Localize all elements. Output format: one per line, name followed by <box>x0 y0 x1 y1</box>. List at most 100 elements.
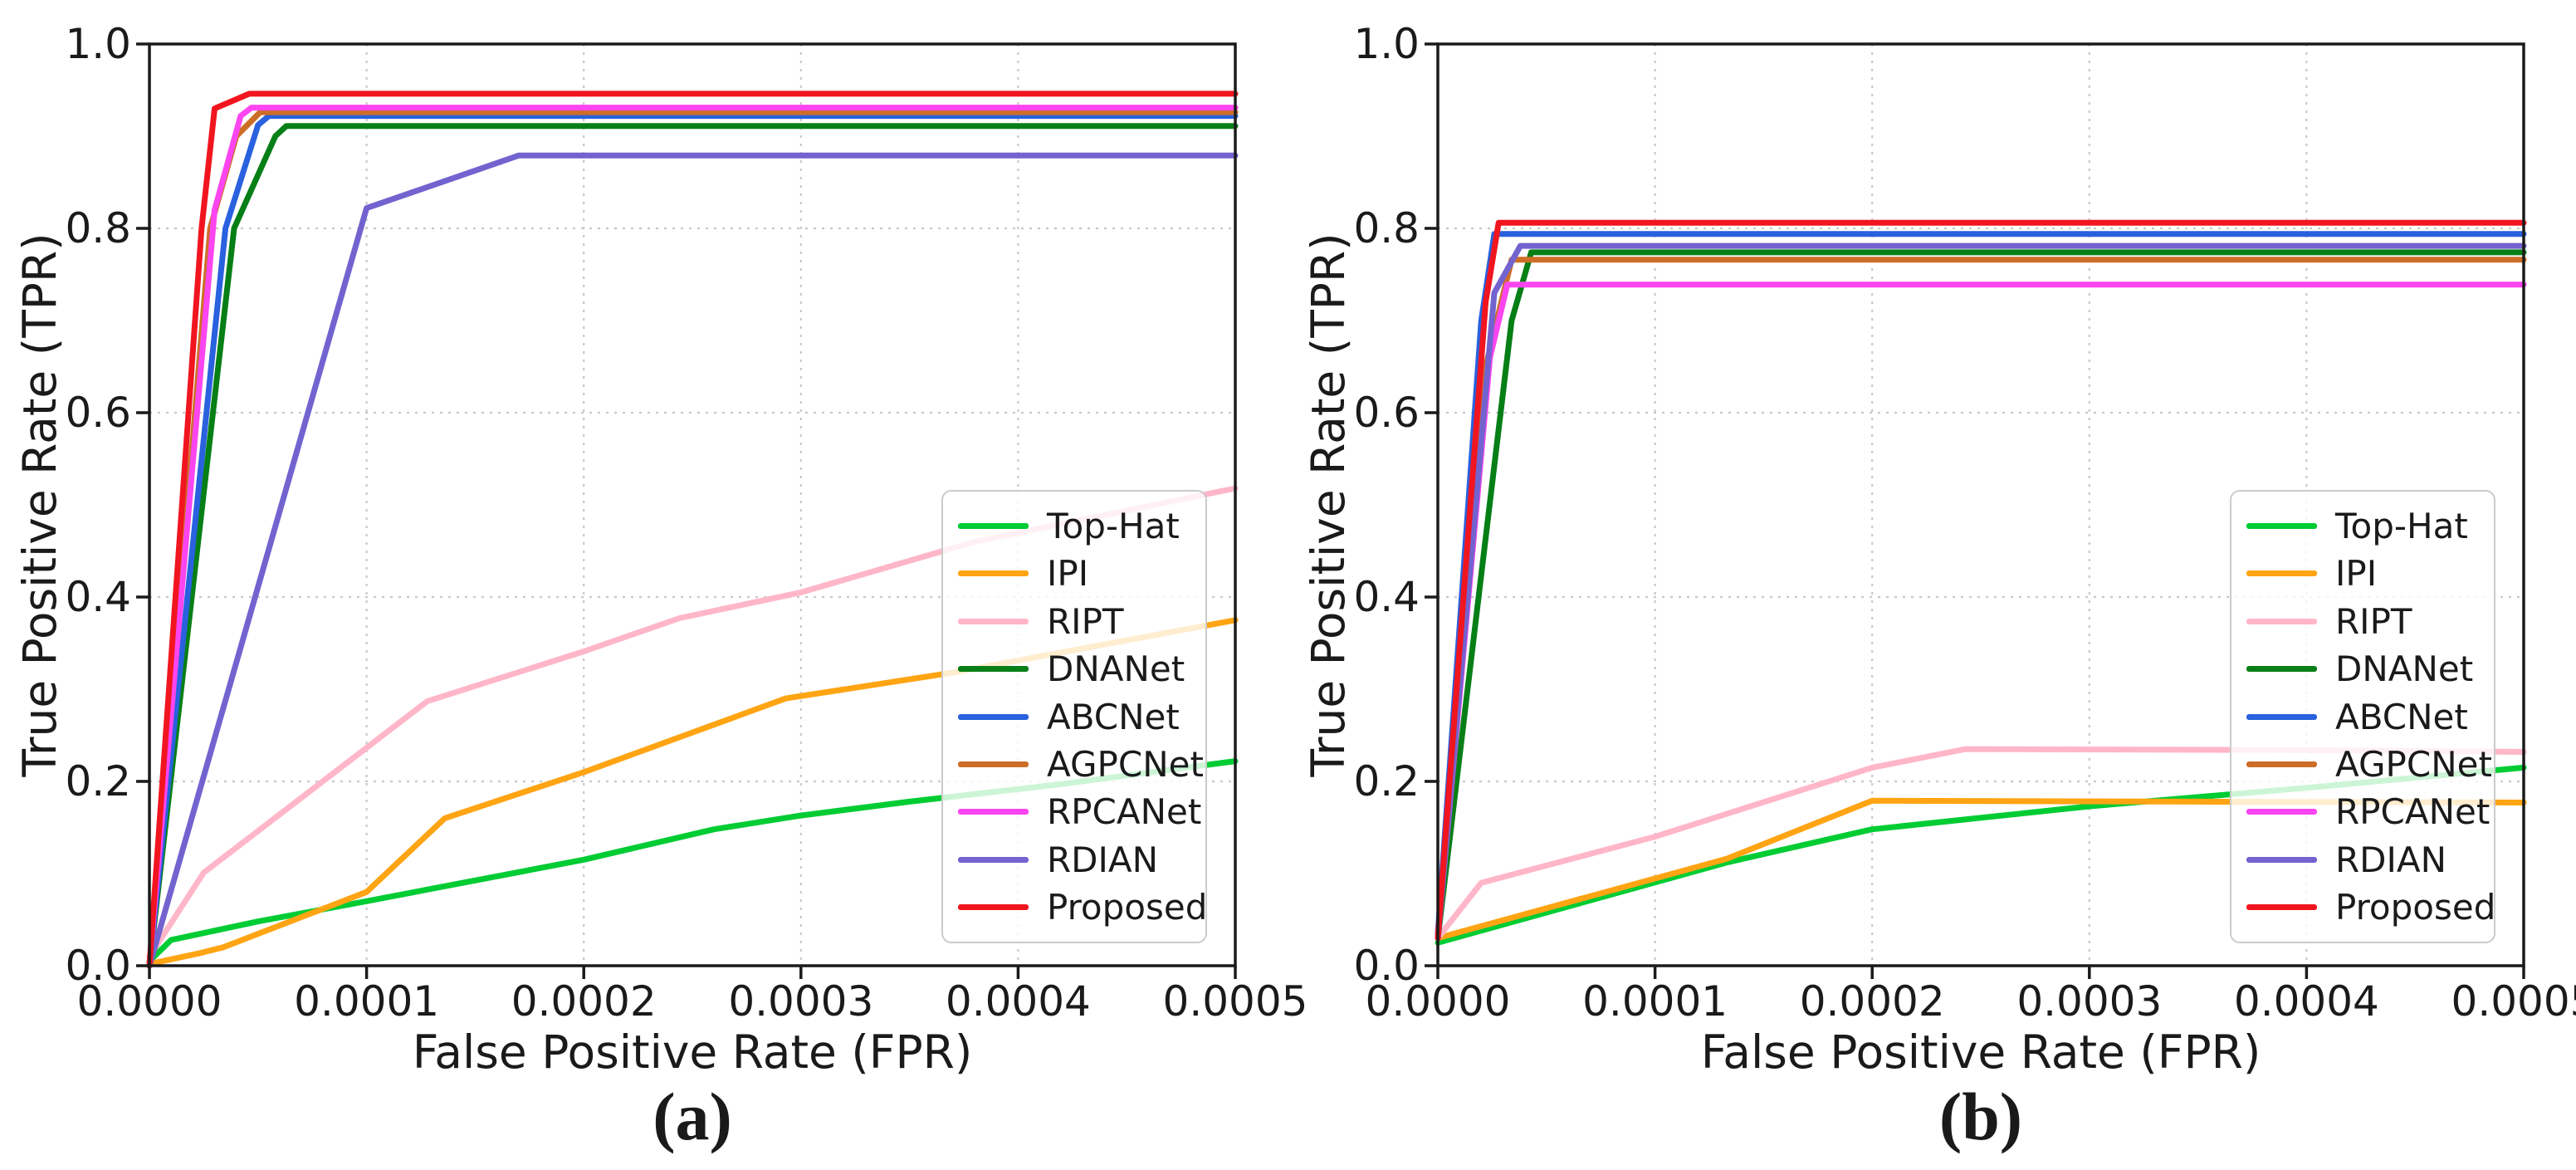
legend-item-top-hat: Top-Hat <box>958 502 1190 550</box>
x-tick-label: 0.0004 <box>2233 977 2379 1026</box>
legend-item-agpcnet: AGPCNet <box>958 741 1204 788</box>
legend-swatch-dnanet <box>2246 666 2317 673</box>
legend: Top-Hat IPI RIPT DNANet ABCNet AGPCNet RPCANet… <box>2230 490 2495 943</box>
chart-panel-b: True Positive Rate (TPR) False Positive … <box>1288 0 2576 1170</box>
series-line-proposed <box>146 91 1239 969</box>
series-line-rdian <box>146 152 1239 969</box>
legend-label: RPCANet <box>2335 791 2490 833</box>
x-axis-label: False Positive Rate (FPR) <box>412 1026 973 1079</box>
legend-swatch-dnanet <box>958 666 1029 673</box>
y-tick-label: 0.6 <box>65 389 131 437</box>
x-tick-label: 0.0000 <box>1365 977 1511 1026</box>
subplot-caption-b: (b) <box>1938 1079 2023 1154</box>
legend-swatch-abcnet <box>2246 713 2317 720</box>
x-tick-label: 0.0002 <box>511 977 657 1026</box>
legend-label: Proposed <box>2335 887 2496 928</box>
legend-item-dnanet: DNANet <box>2246 645 2479 693</box>
series-line-rdian <box>1435 242 2527 942</box>
legend-item-ript: RIPT <box>958 598 1190 645</box>
x-tick-label: 0.0003 <box>728 977 874 1026</box>
legend-label: Top-Hat <box>1047 506 1180 546</box>
legend-item-proposed: Proposed <box>2246 884 2495 931</box>
y-tick-label: 0.4 <box>65 573 131 621</box>
legend-label: ABCNet <box>2335 696 2468 737</box>
legend-swatch-agpcnet <box>2246 761 2317 767</box>
legend-label: RIPT <box>1047 600 1124 642</box>
x-tick-label: 0.0000 <box>76 977 222 1026</box>
legend-swatch-top-hat <box>2246 523 2317 529</box>
x-tick-label: 0.0001 <box>294 977 440 1026</box>
legend-item-ript: RIPT <box>2246 598 2479 645</box>
legend-label: Proposed <box>1047 887 1208 928</box>
legend-item-proposed: Proposed <box>958 884 1207 931</box>
x-axis-label: False Positive Rate (FPR) <box>1700 1026 2261 1079</box>
legend-label: IPI <box>1047 553 1089 595</box>
legend-swatch-proposed <box>958 904 1029 910</box>
y-tick-label: 0.4 <box>1353 573 1420 621</box>
legend: Top-Hat IPI RIPT DNANet ABCNet AGPCNet RPCANet… <box>941 490 1207 943</box>
legend-item-ipi: IPI <box>2246 550 2479 597</box>
legend-swatch-proposed <box>2246 904 2317 910</box>
legend-swatch-rdian <box>2246 856 2317 863</box>
x-tick-label: 0.0005 <box>2451 977 2576 1026</box>
x-tick-label: 0.0003 <box>2016 977 2163 1026</box>
series-line-abcnet <box>146 113 1239 969</box>
legend-swatch-ipi <box>958 570 1029 577</box>
series-line-proposed <box>1435 219 2527 942</box>
legend-item-dnanet: DNANet <box>958 645 1190 693</box>
legend-swatch-top-hat <box>958 523 1029 529</box>
legend-swatch-rpcanet <box>2246 809 2317 815</box>
legend-swatch-ipi <box>2246 570 2317 577</box>
y-tick-label: 0.8 <box>1353 204 1420 252</box>
legend-label: DNANet <box>1047 649 1185 690</box>
axis-ticks <box>1425 42 2525 979</box>
y-tick-label: 0.0 <box>1353 942 1420 990</box>
y-tick-label: 1.0 <box>1353 20 1420 68</box>
legend-label: AGPCNet <box>2335 743 2492 785</box>
legend-swatch-rdian <box>958 856 1029 863</box>
legend-item-top-hat: Top-Hat <box>2246 502 2479 550</box>
legend-item-rdian: RDIAN <box>958 836 1190 884</box>
legend-label: RIPT <box>2335 600 2412 642</box>
legend-item-ipi: IPI <box>958 550 1190 597</box>
chart-panel-a: True Positive Rate (TPR) False Positive … <box>13 20 1308 1154</box>
legend-swatch-abcnet <box>958 713 1029 720</box>
legend-label: RDIAN <box>2335 839 2447 880</box>
y-tick-label: 0.8 <box>65 204 131 252</box>
legend-swatch-agpcnet <box>958 761 1029 767</box>
x-tick-label: 0.0004 <box>945 977 1091 1026</box>
y-tick-label: 1.0 <box>65 20 131 68</box>
legend-label: RDIAN <box>1047 839 1159 880</box>
legend-label: AGPCNet <box>1047 743 1204 785</box>
legend-item-agpcnet: AGPCNet <box>2246 741 2492 788</box>
y-axis-label: True Positive Rate (TPR) <box>13 233 66 777</box>
y-tick-label: 0.2 <box>1353 757 1420 805</box>
legend-label: IPI <box>2335 553 2378 595</box>
legend-item-rdian: RDIAN <box>2246 836 2479 884</box>
series-line-ipi <box>146 617 1239 967</box>
series-line-dnanet <box>146 123 1239 969</box>
legend-item-abcnet: ABCNet <box>2246 693 2479 741</box>
series-line-rpcanet <box>146 105 1239 969</box>
legend-label: DNANet <box>2335 649 2474 690</box>
legend-label: ABCNet <box>1047 696 1180 737</box>
y-axis-label: True Positive Rate (TPR) <box>1302 233 1355 777</box>
x-tick-label: 0.0001 <box>1582 977 1728 1026</box>
series-curves <box>1435 219 2527 946</box>
legend-swatch-ript <box>958 618 1029 624</box>
x-tick-label: 0.0002 <box>1799 977 1945 1026</box>
y-tick-label: 0.6 <box>1353 389 1420 437</box>
y-tick-label: 0.2 <box>65 757 131 805</box>
axis-ticks <box>136 42 1237 979</box>
x-tick-label: 0.0005 <box>1162 977 1308 1026</box>
legend-item-rpcanet: RPCANet <box>2246 788 2490 835</box>
legend-label: RPCANet <box>1047 791 1202 833</box>
legend-swatch-ript <box>2246 618 2317 624</box>
axes-spines <box>148 42 1237 967</box>
legend-label: Top-Hat <box>2335 506 2468 546</box>
subplot-caption-a: (a) <box>653 1079 732 1154</box>
legend-swatch-rpcanet <box>958 809 1029 815</box>
legend-item-abcnet: ABCNet <box>958 693 1190 741</box>
y-tick-label: 0.0 <box>65 942 131 990</box>
